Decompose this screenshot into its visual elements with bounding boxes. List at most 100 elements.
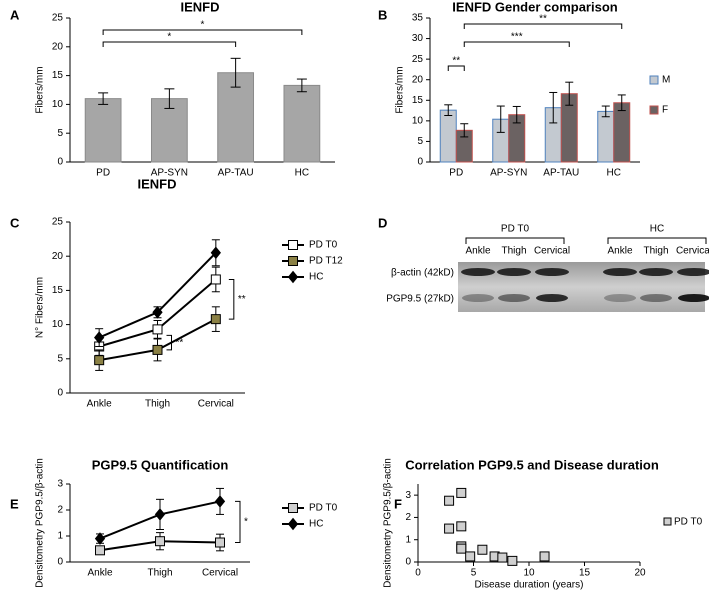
bar: [613, 102, 631, 163]
legend-label: HC: [309, 519, 323, 530]
significance-bracket: [463, 23, 623, 29]
y-tick-label: 20: [52, 251, 64, 262]
x-tick-label: Ankle: [87, 568, 112, 579]
band: [498, 294, 530, 302]
panel-letter: C: [10, 215, 20, 230]
chart-title: PGP9.5 Quantification: [92, 457, 229, 472]
legend-marker: [287, 270, 299, 284]
y-tick-label: 15: [52, 285, 64, 296]
x-tick-label: AP-TAU: [543, 168, 579, 179]
point: [444, 495, 455, 506]
error-bar: [549, 91, 558, 124]
x-tick-label: Thigh: [145, 399, 170, 410]
point: [94, 331, 105, 344]
legend-label: PD T12: [309, 256, 343, 267]
legend-marker: [288, 256, 298, 266]
significance-label: **: [452, 56, 460, 67]
point: [539, 551, 550, 562]
point: [210, 314, 221, 325]
error-bar: [565, 81, 574, 106]
legend-swatch: [649, 105, 659, 115]
error-bar: [98, 92, 109, 105]
panel-letter: F: [394, 496, 402, 511]
lane-label: Ankle: [607, 246, 632, 257]
error-bar: [164, 88, 175, 109]
band: [677, 268, 709, 276]
y-tick-label: 0: [57, 388, 63, 399]
y-tick-label: 20: [52, 41, 64, 52]
lane-label: Ankle: [465, 246, 490, 257]
y-tick-label: 1: [57, 531, 63, 542]
point: [465, 551, 476, 562]
bar: [283, 84, 321, 163]
y-tick-label: 20: [412, 74, 424, 85]
y-tick-label: 0: [405, 557, 411, 568]
panel-letter: A: [10, 7, 20, 22]
y-tick-label: 10: [412, 115, 424, 126]
significance-bracket: [166, 334, 172, 351]
point: [456, 543, 467, 554]
bar: [597, 110, 615, 163]
legend-swatch: [649, 75, 659, 85]
legend-label: PD T0: [674, 517, 703, 528]
y-axis-label: Densitometry PGP9.5/β-actin: [383, 458, 394, 588]
y-tick-label: 5: [57, 353, 63, 364]
point: [215, 537, 225, 548]
point: [456, 487, 467, 498]
legend-label: HC: [309, 272, 323, 283]
x-tick-label: 10: [523, 568, 535, 579]
error-bar: [444, 104, 453, 117]
point: [152, 324, 163, 335]
band: [461, 268, 495, 276]
x-tick-label: HC: [295, 168, 309, 179]
y-tick-label: 3: [57, 479, 63, 490]
point: [444, 523, 455, 534]
group-label: PD T0: [501, 224, 530, 235]
point: [507, 555, 518, 566]
x-tick-label: Ankle: [87, 399, 112, 410]
band: [462, 294, 494, 302]
band: [535, 268, 569, 276]
y-axis-label: Fibers/mm: [395, 66, 406, 113]
significance-label: *: [201, 20, 205, 31]
y-tick-label: 15: [412, 95, 424, 106]
point: [94, 532, 106, 545]
y-tick-label: 1: [405, 534, 411, 545]
legend-marker: [288, 503, 298, 513]
x-tick-label: Thigh: [147, 568, 172, 579]
legend-marker: [287, 517, 299, 531]
band-label: PGP9.5 (27kD): [386, 294, 454, 305]
point: [497, 552, 508, 563]
band: [678, 294, 709, 302]
significance-bracket: [228, 278, 235, 320]
point: [95, 545, 105, 556]
y-tick-label: 10: [52, 319, 64, 330]
legend-label: PD T0: [309, 240, 338, 251]
y-tick-label: 3: [405, 490, 411, 501]
panel-letter: D: [378, 215, 387, 230]
y-tick-label: 0: [57, 157, 63, 168]
legend-swatch: [663, 517, 672, 526]
y-tick-label: 2: [57, 505, 63, 516]
y-tick-label: 15: [52, 70, 64, 81]
panel-letter: E: [10, 496, 19, 511]
bar: [150, 98, 188, 163]
y-tick-label: 25: [52, 217, 64, 228]
point: [210, 274, 221, 285]
point: [154, 508, 166, 521]
band: [536, 294, 568, 302]
lane-label: Cervical: [676, 246, 709, 257]
band-label: β-actin (42kD): [391, 268, 454, 279]
x-axis-label: Disease duration (years): [475, 580, 584, 590]
y-tick-label: 5: [417, 136, 423, 147]
error-bar: [496, 105, 505, 133]
x-tick-label: 5: [471, 568, 477, 579]
significance-label: **: [176, 337, 184, 348]
bar: [439, 109, 457, 163]
point: [152, 305, 163, 319]
x-tick-label: 0: [415, 568, 421, 579]
x-tick-label: AP-TAU: [218, 168, 254, 179]
y-axis-label: Fibers/mm: [35, 66, 46, 113]
x-tick-label: 15: [579, 568, 591, 579]
